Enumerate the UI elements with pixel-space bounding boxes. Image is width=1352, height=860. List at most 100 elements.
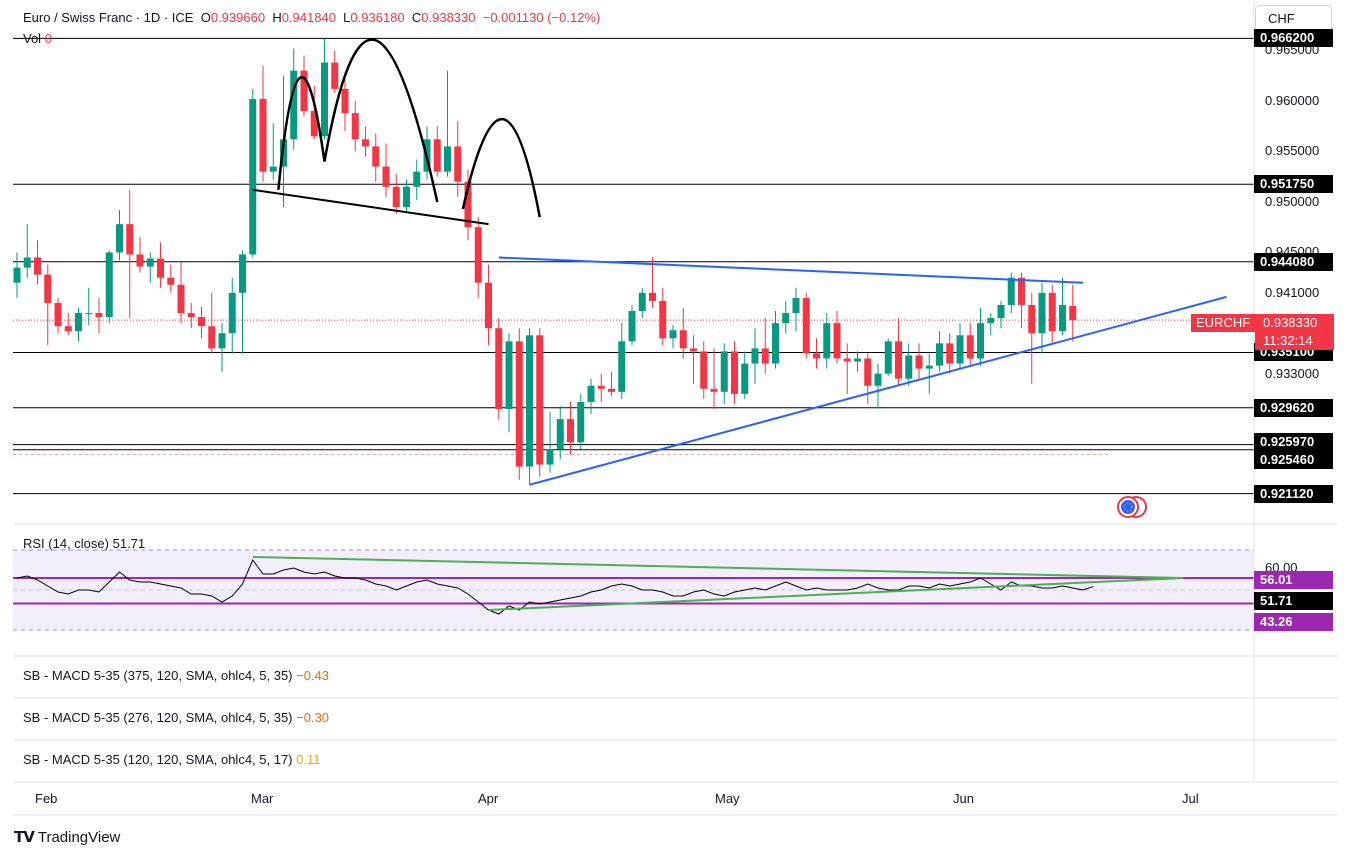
candle (392, 173, 400, 215)
candle (310, 85, 318, 140)
candle-body (874, 373, 882, 386)
low-label: L (343, 10, 351, 25)
price-axis-label: 0.933000 (1265, 365, 1320, 381)
rsi-lower-tag: 43.26 (1254, 613, 1333, 631)
change-value: −0.001130 (−0.12%) (482, 10, 601, 25)
candle (1069, 284, 1077, 342)
macd-label[interactable]: SB - MACD 5-35 (276, 120, SMA, ohlc4, 5,… (23, 710, 293, 725)
candle-body (802, 297, 810, 354)
open-value: 0.939660 (210, 10, 266, 25)
candle-body (628, 311, 636, 342)
candle-body (1048, 292, 1056, 332)
candle (13, 252, 21, 298)
candle-body (34, 257, 41, 275)
candle-body (116, 224, 123, 253)
candle-body (905, 355, 913, 379)
candle-body (157, 258, 164, 278)
candle-body (761, 348, 769, 364)
candle-body (54, 302, 62, 327)
vol-label[interactable]: Vol (23, 31, 42, 46)
candle-body (1059, 304, 1066, 332)
macd-pane-3: SB - MACD 5-35 (120, 120, SMA, ohlc4, 5,… (23, 752, 320, 767)
high-value: 0.941840 (281, 10, 336, 25)
candle (628, 304, 636, 346)
candle-body (64, 326, 72, 332)
candle-body (321, 62, 328, 137)
candle (864, 353, 872, 404)
candle (228, 277, 236, 354)
candle-body (966, 335, 974, 359)
candle-body (474, 227, 482, 283)
candle-body (792, 297, 800, 314)
candle (505, 333, 513, 433)
rsi-line (16, 558, 1094, 615)
macd-value: −0.30 (296, 710, 330, 725)
candle (23, 224, 31, 278)
macd-label[interactable]: SB - MACD 5-35 (375, 120, SMA, ohlc4, 5,… (23, 668, 293, 683)
candle (1048, 284, 1056, 344)
candle (269, 123, 277, 180)
candle (977, 308, 984, 366)
candle-body (464, 181, 472, 228)
candle (290, 48, 298, 150)
candle (720, 343, 728, 404)
macd-label[interactable]: SB - MACD 5-35 (120, 120, SMA, ohlc4, 5,… (23, 752, 293, 767)
candle-body (413, 171, 421, 187)
candle-body (772, 323, 779, 364)
candle-body (362, 139, 369, 147)
rsi-current-tag: 51.71 (1254, 592, 1333, 610)
candle-body (341, 88, 349, 114)
level-price-tag: 0.921120 (1254, 484, 1333, 503)
candle-body (925, 365, 933, 369)
candle (382, 143, 390, 197)
candle (884, 338, 892, 376)
trend-drawings (252, 38, 1227, 486)
candle-body (372, 146, 380, 167)
candle-body (608, 388, 615, 392)
candle (495, 318, 503, 420)
month-mar: Mar (251, 791, 274, 806)
month-feb: Feb (35, 791, 58, 806)
candle (997, 300, 1005, 329)
candle-body (269, 166, 277, 172)
candle (987, 313, 995, 336)
candle (905, 343, 913, 386)
event-icons[interactable] (1114, 495, 1154, 524)
candle (259, 65, 267, 182)
tradingview-logo[interactable]: 𝗧𝗩 TradingView (14, 828, 120, 847)
candle (157, 242, 164, 288)
right-shoulder-arc (461, 117, 541, 218)
left-shoulder-arc (277, 75, 326, 190)
candle-body (638, 292, 646, 312)
candle (249, 88, 257, 258)
candle (454, 121, 462, 197)
rsi-label[interactable]: RSI (14, close) (23, 536, 109, 551)
candle-body (915, 355, 923, 369)
candle-body (946, 343, 954, 364)
candle (761, 318, 769, 374)
macd-value: 0.11 (296, 752, 321, 767)
candle-body (731, 351, 738, 394)
candle-body (546, 449, 554, 465)
candle (956, 323, 964, 369)
price-axis-label: 0.941000 (1265, 284, 1320, 300)
price-axis-label: 0.955000 (1265, 143, 1320, 159)
symbol-name[interactable]: Euro / Swiss Franc · 1D · ICE (23, 10, 194, 25)
candle (608, 371, 615, 396)
macd-pane-2: SB - MACD 5-35 (276, 120, SMA, ohlc4, 5,… (23, 710, 329, 725)
candle-body (208, 326, 216, 349)
candle-body (720, 351, 728, 392)
horizontal-levels (13, 37, 1254, 495)
close-value: 0.938330 (421, 10, 476, 25)
candle-body (239, 254, 246, 293)
candle-body (433, 139, 441, 172)
candle-body (741, 363, 749, 394)
candle-body (526, 335, 533, 467)
head-arc (323, 38, 439, 203)
rsi-legend: RSI (14, close) 51.71 (23, 536, 145, 551)
candle-body (187, 313, 195, 318)
symbol-legend: Euro / Swiss Franc · 1D · ICE O0.939660 … (23, 10, 600, 25)
open-label: O (200, 10, 211, 25)
candle-body (710, 388, 718, 392)
